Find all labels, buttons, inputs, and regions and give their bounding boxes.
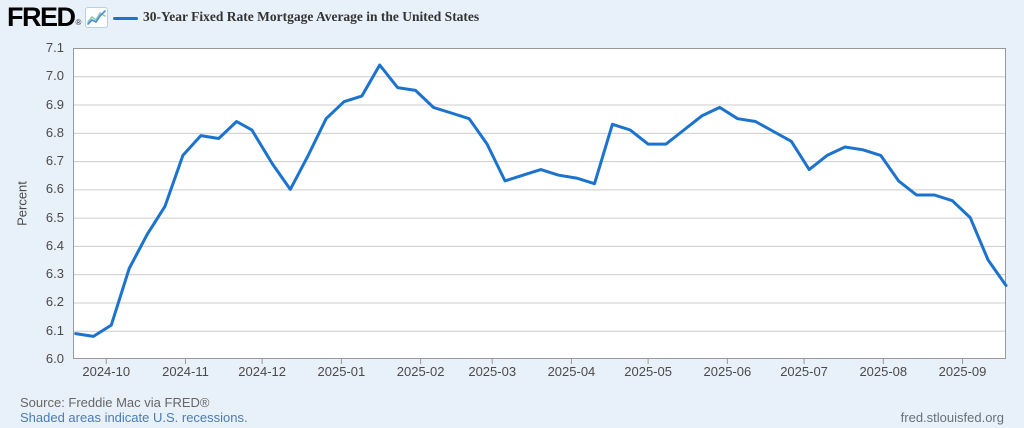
y-tick-label: 6.1 [45, 322, 64, 338]
recessions-link[interactable]: Shaded areas indicate U.S. recessions. [20, 410, 248, 425]
x-tick-label: 2025-01 [317, 364, 366, 379]
fred-logo[interactable]: FRED® [7, 2, 82, 33]
plot-border [73, 48, 1006, 359]
legend-line-swatch [113, 17, 138, 20]
x-tick-label: 2024-12 [238, 364, 286, 379]
x-tick-label: 2025-02 [396, 364, 445, 379]
x-tick-label: 2024-10 [82, 364, 131, 379]
x-tick-label: 2025-05 [624, 364, 672, 379]
x-tick-label: 2025-04 [547, 364, 596, 379]
y-tick-label: 7.0 [45, 68, 64, 84]
y-tick-label: 6.8 [45, 124, 64, 140]
y-tick-label: 6.9 [45, 96, 64, 112]
data-line[interactable] [74, 63, 1008, 338]
x-tick-label: 2024-11 [162, 364, 209, 379]
plot-background [73, 48, 1006, 359]
fred-logo-text: FRED [7, 2, 76, 32]
site-url: fred.stlouisfed.org [900, 410, 1004, 425]
x-tick-label: 2025-03 [468, 364, 517, 379]
fred-sparkline-icon [85, 7, 108, 28]
y-tick-label: 6.7 [45, 153, 64, 169]
y-tick-label: 6.3 [45, 266, 64, 282]
chart-title-link[interactable]: 30-Year Fixed Rate Mortgage Average in t… [143, 9, 480, 24]
x-tick-label: 2025-06 [703, 364, 752, 379]
source-text: Source: Freddie Mac via FRED® [20, 395, 210, 410]
y-tick-label: 6.4 [45, 237, 64, 253]
y-tick-label: 7.1 [45, 40, 64, 55]
x-tick-label: 2025-09 [938, 364, 987, 379]
y-tick-label: 6.6 [45, 181, 64, 197]
y-tick-label: 6.2 [45, 294, 64, 310]
y-tick-label: 6.5 [45, 209, 64, 225]
y-tick-label: 6.0 [45, 351, 64, 366]
x-tick-label: 2025-07 [780, 364, 828, 379]
x-tick-label: 2025-08 [859, 364, 908, 379]
registered-mark: ® [75, 18, 82, 27]
